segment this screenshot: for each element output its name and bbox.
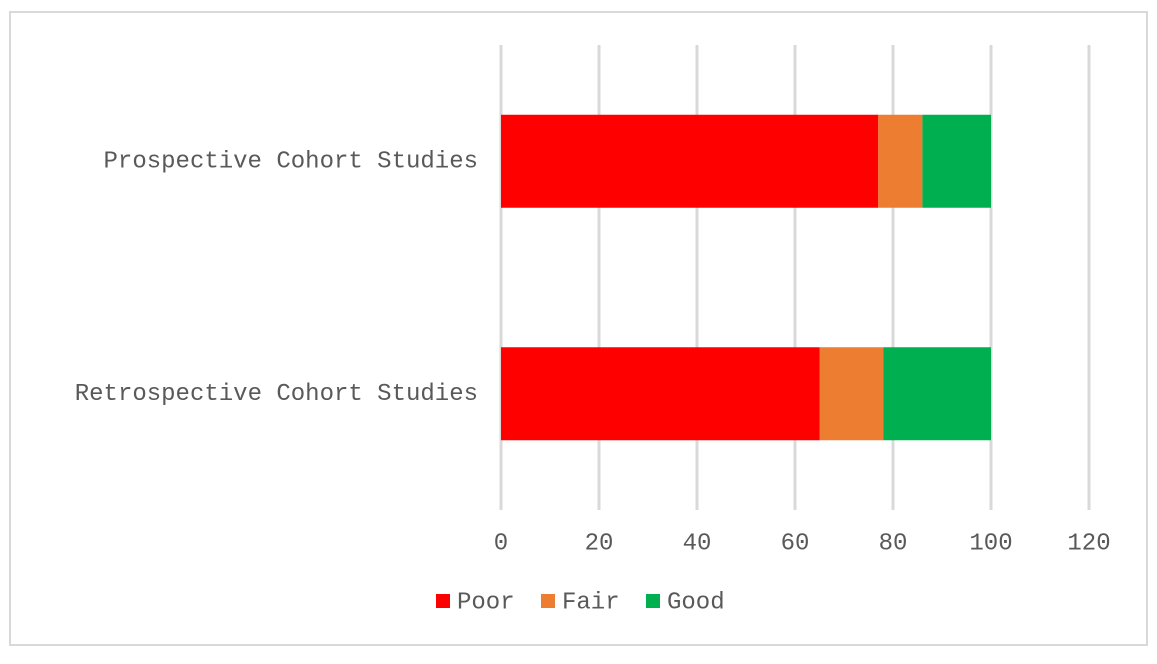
x-tick-label: 60 xyxy=(781,530,810,557)
legend-label: Fair xyxy=(562,589,620,616)
y-tick-label: Retrospective Cohort Studies xyxy=(75,381,478,408)
bar-segment xyxy=(501,114,879,208)
x-tick-label: 40 xyxy=(683,530,712,557)
legend-label: Poor xyxy=(457,589,515,616)
legend-swatch xyxy=(646,594,660,608)
x-tick-label: 120 xyxy=(1067,530,1110,557)
x-tick-label: 100 xyxy=(969,530,1012,557)
bar-segment xyxy=(883,347,991,441)
bar-segment xyxy=(922,114,991,208)
legend-label: Good xyxy=(667,589,725,616)
bar-segment xyxy=(819,347,884,441)
x-tick-label: 20 xyxy=(585,530,614,557)
legend-swatch xyxy=(541,594,555,608)
x-tick-label: 0 xyxy=(494,530,508,557)
y-tick-label: Prospective Cohort Studies xyxy=(104,149,478,176)
bar-segment xyxy=(878,114,923,208)
x-tick-label: 80 xyxy=(879,530,908,557)
legend-swatch xyxy=(436,594,450,608)
bar-segment xyxy=(501,347,820,441)
